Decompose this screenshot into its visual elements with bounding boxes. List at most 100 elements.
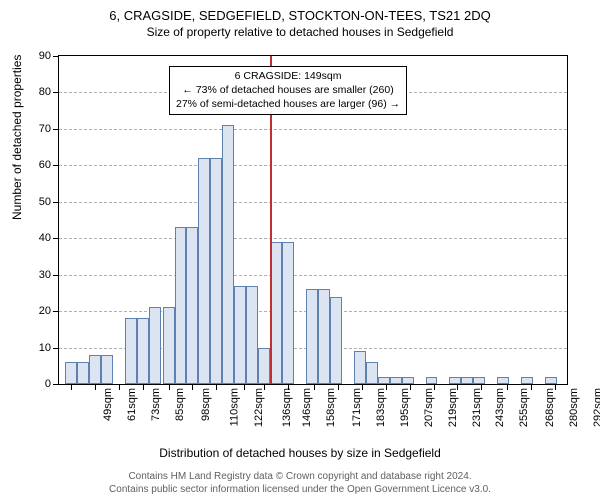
x-tick [71, 384, 72, 390]
x-tick-label: 110sqm [229, 388, 241, 426]
x-tick-label: 292sqm [592, 388, 600, 427]
histogram-bar [330, 297, 342, 384]
histogram-bar [175, 227, 187, 384]
x-tick [555, 384, 556, 390]
x-tick-label: 255sqm [518, 388, 530, 427]
y-tick-label: 60 [29, 159, 51, 171]
y-tick [53, 384, 59, 385]
histogram-bar [545, 377, 557, 384]
histogram-bar [402, 377, 414, 384]
histogram-bar [473, 377, 485, 384]
histogram-bar [77, 362, 89, 384]
x-tick [264, 384, 265, 390]
histogram-bar [521, 377, 533, 384]
x-tick [507, 384, 508, 390]
histogram-bar [186, 227, 198, 384]
y-tick [53, 202, 59, 203]
x-tick-label: 219sqm [447, 388, 459, 427]
x-tick-label: 146sqm [301, 388, 313, 427]
x-tick [216, 384, 217, 390]
y-tick-label: 70 [29, 123, 51, 135]
y-tick-label: 40 [29, 232, 51, 244]
chart-title: 6, CRAGSIDE, SEDGEFIELD, STOCKTON-ON-TEE… [0, 0, 600, 23]
y-tick-label: 80 [29, 86, 51, 98]
x-tick-label: 171sqm [351, 388, 363, 427]
grid-line [59, 129, 567, 130]
x-tick [434, 384, 435, 390]
chart-area: 010203040506070809049sqm61sqm73sqm85sqm9… [58, 55, 568, 385]
x-tick [244, 384, 245, 390]
annotation-box: 6 CRAGSIDE: 149sqm ← 73% of detached hou… [169, 66, 407, 115]
y-axis-title: Number of detached properties [10, 55, 24, 220]
grid-line [59, 238, 567, 239]
histogram-bar [497, 377, 509, 384]
chart-container: 6, CRAGSIDE, SEDGEFIELD, STOCKTON-ON-TEE… [0, 0, 600, 500]
histogram-bar [246, 286, 258, 384]
histogram-bar [258, 348, 270, 384]
y-tick [53, 311, 59, 312]
histogram-bar [222, 125, 234, 384]
x-tick [386, 384, 387, 390]
histogram-bar [354, 351, 366, 384]
y-tick-label: 0 [29, 378, 51, 390]
x-tick [169, 384, 170, 390]
x-tick-label: 207sqm [423, 388, 435, 427]
histogram-bar [65, 362, 77, 384]
chart-subtitle: Size of property relative to detached ho… [0, 23, 600, 39]
histogram-bar [378, 377, 390, 384]
x-tick [192, 384, 193, 390]
histogram-bar [101, 355, 113, 384]
histogram-bar [149, 307, 161, 384]
histogram-bar [137, 318, 149, 384]
x-axis-title: Distribution of detached houses by size … [0, 446, 600, 460]
y-tick-label: 10 [29, 342, 51, 354]
annotation-line2: ← 73% of detached houses are smaller (26… [176, 83, 400, 97]
y-tick [53, 129, 59, 130]
grid-line [59, 165, 567, 166]
annotation-line3: 27% of semi-detached houses are larger (… [176, 97, 400, 111]
y-tick-label: 30 [29, 269, 51, 281]
histogram-bar [282, 242, 294, 384]
histogram-bar [449, 377, 461, 384]
x-tick-label: 73sqm [150, 388, 162, 421]
footer-line1: Contains HM Land Registry data © Crown c… [0, 471, 600, 484]
x-tick [362, 384, 363, 390]
annotation-line1: 6 CRAGSIDE: 149sqm [176, 69, 400, 83]
x-tick-label: 49sqm [102, 388, 114, 421]
x-tick-label: 231sqm [471, 388, 483, 427]
x-tick-label: 85sqm [174, 388, 186, 421]
footer: Contains HM Land Registry data © Crown c… [0, 471, 600, 496]
x-tick [410, 384, 411, 390]
y-tick [53, 165, 59, 166]
plot-region: 010203040506070809049sqm61sqm73sqm85sqm9… [58, 55, 568, 385]
y-tick [53, 92, 59, 93]
histogram-bar [125, 318, 137, 384]
y-tick-label: 50 [29, 196, 51, 208]
footer-line2: Contains public sector information licen… [0, 484, 600, 497]
histogram-bar [366, 362, 378, 384]
x-tick-label: 195sqm [399, 388, 411, 427]
histogram-bar [318, 289, 330, 384]
y-tick [53, 275, 59, 276]
x-tick-label: 183sqm [375, 388, 387, 427]
x-tick-label: 280sqm [568, 388, 580, 427]
x-tick [338, 384, 339, 390]
y-tick [53, 56, 59, 57]
histogram-bar [461, 377, 473, 384]
x-tick [143, 384, 144, 390]
x-tick [314, 384, 315, 390]
x-tick-label: 136sqm [281, 388, 293, 427]
x-tick [481, 384, 482, 390]
histogram-bar [234, 286, 246, 384]
grid-line [59, 275, 567, 276]
histogram-bar [198, 158, 210, 384]
x-tick-label: 158sqm [325, 388, 337, 427]
x-tick [119, 384, 120, 390]
histogram-bar [306, 289, 318, 384]
x-tick-label: 122sqm [254, 388, 266, 427]
x-tick-label: 98sqm [200, 388, 212, 421]
histogram-bar [210, 158, 222, 384]
y-tick-label: 90 [29, 50, 51, 62]
grid-line [59, 202, 567, 203]
histogram-bar [163, 307, 175, 384]
